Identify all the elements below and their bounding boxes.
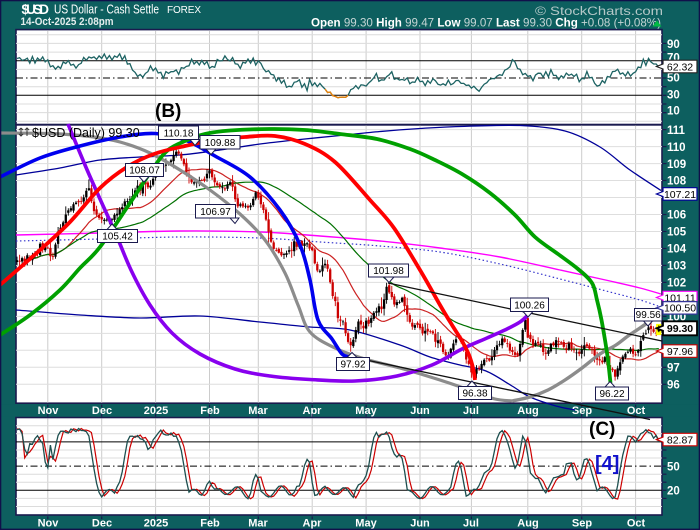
svg-text:96.38: 96.38 xyxy=(462,389,487,400)
svg-text:99.56: 99.56 xyxy=(636,310,661,321)
svg-text:Mar: Mar xyxy=(248,518,268,530)
svg-text:109: 109 xyxy=(667,159,686,171)
svg-text:© StockCharts.com: © StockCharts.com xyxy=(535,4,663,18)
svg-text:Oct: Oct xyxy=(627,518,646,530)
svg-text:99.30: 99.30 xyxy=(667,323,693,335)
svg-text:Jun: Jun xyxy=(410,405,430,417)
svg-text:96.22: 96.22 xyxy=(599,389,624,400)
svg-text:Sep: Sep xyxy=(572,518,592,530)
svg-text:Dec: Dec xyxy=(92,518,112,530)
svg-text:May: May xyxy=(355,405,377,417)
svg-text:62.32: 62.32 xyxy=(667,61,693,73)
svg-text:[4]: [4] xyxy=(595,453,619,475)
svg-text:108: 108 xyxy=(667,176,687,188)
svg-text:2025: 2025 xyxy=(144,405,168,417)
svg-text:14-Oct-2025 2:08pm: 14-Oct-2025 2:08pm xyxy=(21,16,114,28)
svg-text:Jul: Jul xyxy=(463,405,479,417)
svg-text:$USD (Daily) 99.30: $USD (Daily) 99.30 xyxy=(32,126,140,140)
svg-text:110.18: 110.18 xyxy=(164,129,194,140)
svg-text:Open 99.30 High 99.47 Low 99.0: Open 99.30 High 99.47 Low 99.07 Last 99.… xyxy=(311,17,661,30)
svg-text:FOREX: FOREX xyxy=(167,5,201,16)
svg-text:30: 30 xyxy=(667,90,680,102)
svg-text:Apr: Apr xyxy=(303,405,323,417)
svg-text:106.97: 106.97 xyxy=(200,207,231,218)
svg-text:104: 104 xyxy=(667,244,687,256)
svg-text:97.96: 97.96 xyxy=(667,346,693,358)
svg-text:96: 96 xyxy=(667,380,680,392)
svg-text:10: 10 xyxy=(667,105,680,117)
svg-text:82.87: 82.87 xyxy=(667,434,693,446)
svg-text:Dec: Dec xyxy=(92,405,112,417)
svg-text:Feb: Feb xyxy=(200,518,220,530)
svg-text:105: 105 xyxy=(667,227,687,239)
svg-text:Jul: Jul xyxy=(463,518,479,530)
svg-text:50: 50 xyxy=(667,461,680,473)
svg-text:20: 20 xyxy=(667,486,680,498)
svg-text:100.26: 100.26 xyxy=(514,301,545,312)
svg-text:97.92: 97.92 xyxy=(340,360,365,371)
svg-text:103: 103 xyxy=(667,261,686,273)
svg-text:50: 50 xyxy=(667,73,680,85)
svg-text:Mar: Mar xyxy=(248,405,268,417)
svg-text:Apr: Apr xyxy=(303,518,323,530)
svg-text:97: 97 xyxy=(667,363,680,375)
svg-text:Aug: Aug xyxy=(517,405,538,417)
svg-text:100.50: 100.50 xyxy=(664,303,696,315)
svg-text:(B): (B) xyxy=(155,101,181,122)
svg-text:90: 90 xyxy=(667,39,680,51)
svg-text:111: 111 xyxy=(667,125,686,137)
svg-text:$USD: $USD xyxy=(22,2,50,17)
svg-text:106: 106 xyxy=(667,210,686,222)
svg-text:Feb: Feb xyxy=(200,405,220,417)
svg-text:109.88: 109.88 xyxy=(205,138,236,149)
svg-text:102: 102 xyxy=(667,278,686,290)
svg-text:Oct: Oct xyxy=(627,405,646,417)
svg-text:Nov: Nov xyxy=(38,405,60,417)
svg-text:(C): (C) xyxy=(589,419,615,440)
svg-text:May: May xyxy=(355,518,377,530)
svg-text:Aug: Aug xyxy=(517,518,538,530)
svg-text:Nov: Nov xyxy=(38,518,60,530)
svg-text:Sep: Sep xyxy=(572,405,592,417)
svg-text:Jun: Jun xyxy=(410,518,430,530)
svg-text:105.42: 105.42 xyxy=(102,232,133,243)
svg-text:110: 110 xyxy=(667,142,686,154)
svg-text:101.98: 101.98 xyxy=(373,266,404,277)
svg-text:US Dollar - Cash Settle: US Dollar - Cash Settle xyxy=(54,3,159,17)
svg-text:108.07: 108.07 xyxy=(129,166,160,177)
svg-text:107.21: 107.21 xyxy=(664,189,696,201)
svg-text:2025: 2025 xyxy=(144,518,168,530)
